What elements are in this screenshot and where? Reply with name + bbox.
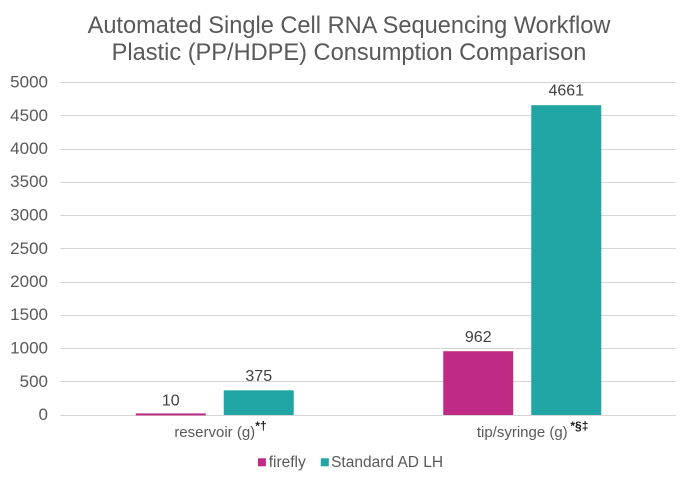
svg-text:3500: 3500 — [10, 172, 48, 191]
svg-text:2500: 2500 — [10, 239, 48, 258]
svg-text:2000: 2000 — [10, 272, 48, 291]
svg-text:*§‡: *§‡ — [570, 419, 588, 433]
svg-text:10: 10 — [162, 393, 180, 410]
svg-text:500: 500 — [20, 372, 48, 391]
svg-text:4500: 4500 — [10, 106, 48, 125]
svg-text:reservoir (g): reservoir (g) — [174, 424, 255, 441]
svg-text:Automated Single Cell RNA Sequ: Automated Single Cell RNA Sequencing Wor… — [88, 13, 612, 39]
svg-text:firefly: firefly — [269, 454, 306, 471]
svg-text:4000: 4000 — [10, 139, 48, 158]
svg-text:3000: 3000 — [10, 206, 48, 225]
svg-text:962: 962 — [465, 329, 492, 346]
svg-text:Standard AD LH: Standard AD LH — [331, 454, 443, 471]
svg-text:1000: 1000 — [10, 339, 48, 358]
svg-text:0: 0 — [39, 405, 48, 424]
svg-text:Plastic (PP/HDPE) Consumption: Plastic (PP/HDPE) Consumption Comparison — [112, 40, 587, 66]
svg-text:*†: *† — [255, 419, 266, 433]
svg-text:4661: 4661 — [548, 83, 584, 100]
svg-text:tip/syringe (g): tip/syringe (g) — [477, 424, 568, 441]
svg-text:5000: 5000 — [10, 73, 48, 92]
svg-text:1500: 1500 — [10, 305, 48, 324]
svg-text:375: 375 — [245, 368, 272, 385]
